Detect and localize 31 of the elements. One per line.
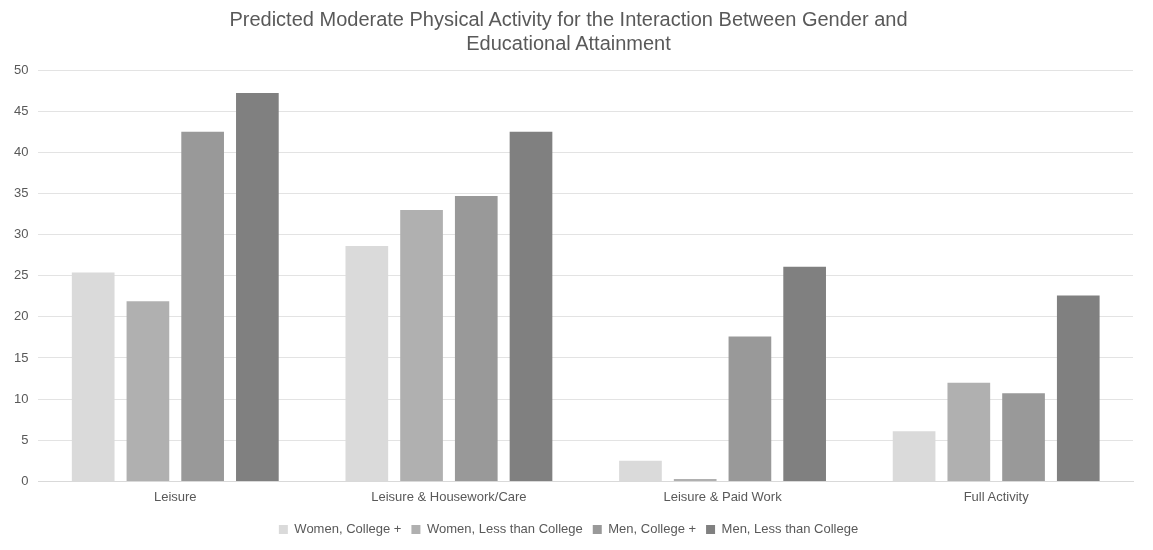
- bar: [400, 209, 443, 481]
- bar: [1002, 393, 1045, 481]
- bar: [454, 195, 498, 481]
- x-tick-label: Leisure & Housework/Care: [371, 488, 527, 504]
- bar: [236, 93, 279, 481]
- legend-label: Women, Less than College: [426, 521, 583, 537]
- bar: [181, 131, 224, 481]
- y-tick-label: 45: [13, 102, 29, 118]
- bar: [947, 382, 991, 481]
- y-tick-label: 10: [13, 390, 29, 406]
- x-tick-label: Leisure & Paid Work: [663, 488, 783, 504]
- legend-label: Men, Less than College: [721, 521, 859, 537]
- x-tick-label: Full Activity: [963, 488, 1030, 504]
- bar: [509, 131, 553, 481]
- chart-title: Predicted Moderate Physical Activity for the Interaction Between Gender and Educational Attainment: [229, 7, 908, 54]
- bar: [1056, 295, 1100, 481]
- y-tick-label: 30: [13, 226, 29, 242]
- y-tick-label: 20: [13, 308, 29, 324]
- bar: [783, 266, 826, 481]
- y-tick-label: 0: [21, 472, 29, 488]
- y-tick-label: 50: [13, 61, 29, 77]
- y-tick-label: 35: [13, 185, 29, 200]
- y-tick-label: 5: [21, 431, 29, 447]
- y-tick-label: 15: [13, 349, 29, 365]
- x-tick-label: Leisure: [153, 488, 197, 504]
- bar: [126, 301, 170, 481]
- legend-label: Women, College +: [294, 521, 402, 537]
- bar: [728, 336, 772, 481]
- legend-label: Men, College +: [608, 521, 697, 537]
- y-tick-label: 25: [13, 267, 29, 283]
- y-tick-label: 40: [13, 143, 29, 159]
